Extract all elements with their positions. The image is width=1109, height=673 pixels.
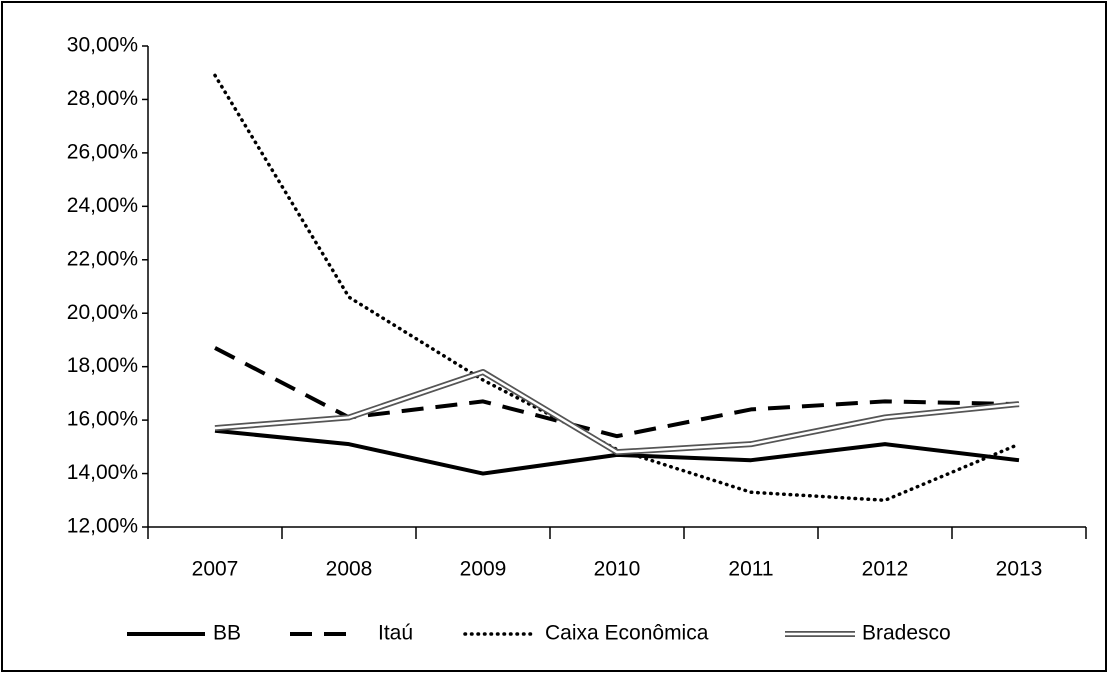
y-tick-label: 20,00% — [67, 301, 138, 324]
y-tick-label: 28,00% — [67, 87, 138, 110]
x-tick-label: 2010 — [594, 558, 641, 581]
x-tick-label: 2008 — [326, 558, 373, 581]
y-tick-label: 22,00% — [67, 247, 138, 270]
x-tick-label: 2012 — [862, 558, 909, 581]
y-tick-label: 16,00% — [67, 408, 138, 431]
series-line — [214, 370, 1020, 454]
y-tick-label: 26,00% — [67, 140, 138, 163]
legend-label: Bradesco — [862, 622, 951, 645]
y-tick-label: 14,00% — [67, 461, 138, 484]
legend-label: Caixa Econômica — [545, 622, 709, 645]
legend-label: BB — [213, 622, 241, 645]
y-tick-label: 12,00% — [67, 515, 138, 538]
y-tick-label: 18,00% — [67, 354, 138, 377]
x-tick-label: 2013 — [996, 558, 1043, 581]
x-tick-label: 2009 — [460, 558, 507, 581]
y-tick-label: 30,00% — [67, 34, 138, 57]
x-tick-label: 2007 — [192, 558, 239, 581]
legend-label: Itaú — [378, 622, 413, 645]
y-tick-label: 24,00% — [67, 194, 138, 217]
x-tick-label: 2011 — [728, 558, 773, 581]
